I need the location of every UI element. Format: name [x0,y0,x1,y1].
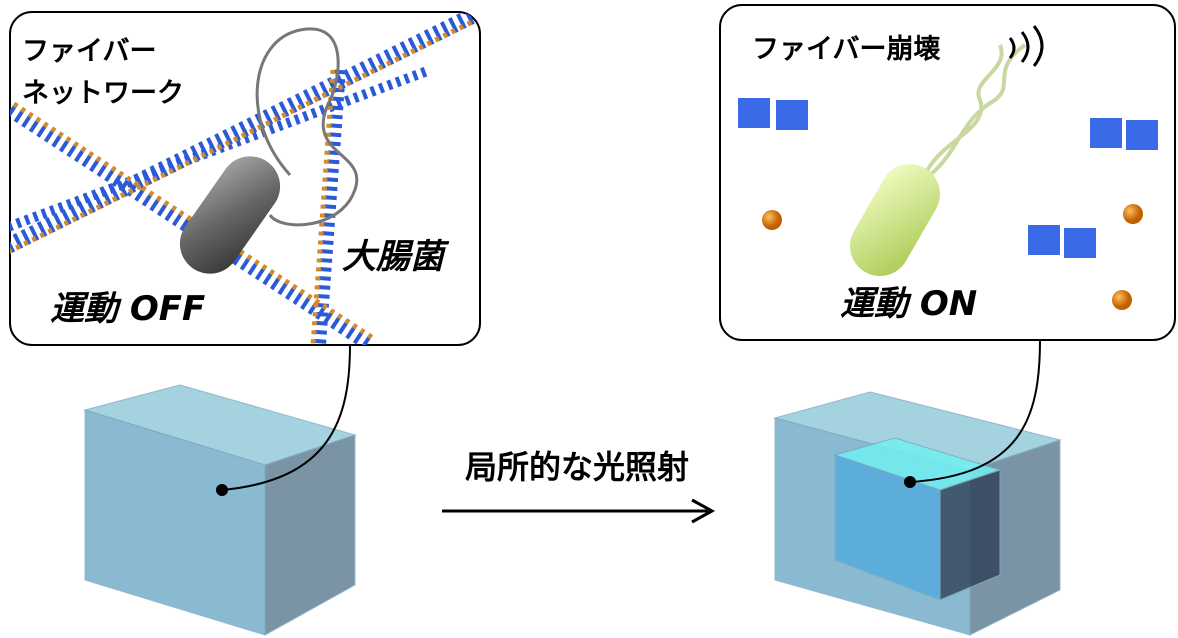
arrow-head [691,498,716,524]
callout-dot [904,476,916,488]
fiber-label: ファイバー [22,36,156,67]
motility-label: 運動 OFF [50,289,205,329]
callout-line [909,339,1041,483]
fiber-network [10,12,480,345]
arrow-label: 局所的な光照射 [465,448,689,486]
fragments [738,25,1158,310]
motility-label: 運動 ON [840,284,977,324]
gel-cube [773,391,1062,636]
callout-dot [216,484,228,496]
fiber-label: ファイバー崩壊 [752,34,940,65]
gel-cube [83,384,357,636]
callout-box [719,4,1176,341]
callout-line [221,344,351,491]
fiber-label: ネットワーク [22,78,184,109]
bacteria-label: 大腸菌 [342,237,450,277]
